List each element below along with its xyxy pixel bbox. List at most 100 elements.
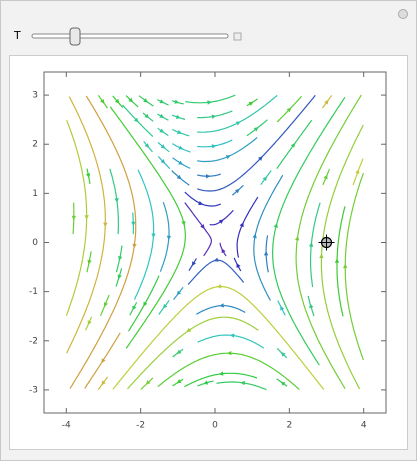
stream-arrow [207, 100, 212, 105]
stream-arrow [160, 159, 166, 164]
stream-arrow [176, 174, 182, 180]
stream-arrow [133, 117, 139, 123]
stream-arrow [334, 258, 340, 263]
stream-arrow [114, 198, 119, 203]
stream-arrow [86, 173, 91, 179]
plot-area [9, 55, 408, 450]
stream-arrow [87, 320, 92, 326]
slider-label: T [13, 29, 21, 42]
stream-arrow [229, 333, 235, 338]
stream-arrow [101, 380, 106, 386]
stream-arrow [178, 160, 184, 165]
x-tick-label: -4 [62, 421, 71, 431]
stream-arrow [84, 215, 89, 220]
stream-arrow [324, 99, 329, 105]
stream-arrow [211, 144, 217, 149]
stream-arrow [87, 259, 92, 265]
stream-arrow [286, 107, 292, 113]
stream-arrow [280, 381, 286, 386]
expand-button[interactable] [233, 32, 242, 41]
x-tick-label: 0 [212, 421, 218, 431]
stream-arrow [205, 174, 211, 179]
stream-arrow [103, 302, 108, 308]
stream-arrow [132, 305, 137, 311]
stream-arrow [176, 349, 182, 354]
x-tick-label: 2 [286, 421, 292, 431]
stream-arrow [252, 233, 257, 239]
stream-arrow [319, 253, 324, 259]
y-tick-label: 1 [32, 189, 38, 199]
stream-arrow [175, 114, 181, 119]
stream-arrow [248, 101, 254, 106]
stream-arrow [240, 380, 245, 386]
stream-arrow [144, 143, 150, 148]
stream-arrow [290, 142, 296, 148]
stream-arrow [225, 155, 231, 160]
stream-arrow [181, 221, 186, 226]
stream-arrow [200, 224, 205, 229]
stream-arrow [213, 257, 219, 262]
stream-arrow [160, 144, 166, 149]
stream-arrow [166, 235, 172, 241]
stream-arrow [211, 114, 217, 119]
stream-arrow [280, 351, 286, 357]
y-tick-label: -3 [29, 385, 38, 395]
stream-arrow [159, 99, 165, 104]
locator[interactable] [318, 234, 335, 251]
stream-arrow [218, 219, 224, 224]
stream-arrow [262, 176, 267, 182]
stream-arrow [235, 188, 240, 194]
y-tick-label: 2 [32, 140, 38, 150]
x-tick-label: -2 [136, 421, 145, 431]
stream-arrow [221, 248, 226, 254]
stream-arrow [101, 358, 106, 364]
stream-arrow [218, 371, 224, 376]
stream-arrow [219, 303, 224, 308]
stream-arrow [118, 256, 123, 261]
slider-thumb[interactable] [69, 27, 81, 46]
stream-arrow [323, 174, 328, 180]
stream-arrow [143, 98, 149, 103]
stream-arrow [163, 303, 168, 309]
stream-arrow [128, 97, 134, 103]
stream-arrow [71, 215, 76, 221]
stream-arrow [114, 98, 120, 104]
y-tick-label: 0 [32, 238, 38, 248]
options-button[interactable] [398, 9, 408, 19]
stream-arrow [308, 242, 314, 247]
stream-arrow [176, 379, 182, 384]
y-tick-label: -1 [29, 287, 38, 297]
stream-arrow [355, 169, 360, 175]
y-tick-label: -2 [29, 336, 38, 346]
stream-arrow [309, 303, 314, 309]
stream-arrow [191, 261, 196, 267]
stream-arrow [295, 235, 300, 241]
stream-arrow [159, 128, 165, 133]
stream-arrow [239, 222, 244, 228]
stream-arrow [258, 156, 263, 161]
stream-arrow [280, 305, 285, 311]
stream-arrow [226, 351, 232, 356]
stream-arrow [253, 127, 259, 132]
stream-arrow [186, 327, 192, 333]
stream-arrow [100, 99, 105, 104]
locator-cross [318, 234, 335, 251]
stream-arrow [132, 243, 137, 249]
stream-arrow [178, 145, 184, 150]
slider-track[interactable] [31, 33, 229, 39]
stream-arrow [117, 274, 122, 280]
x-tick-label: 4 [361, 421, 367, 431]
stream-arrow [198, 201, 204, 206]
stream-arrow [143, 301, 148, 307]
stream-arrow [176, 290, 182, 296]
stream-arrow [144, 113, 150, 119]
stream-arrow [343, 263, 348, 269]
stream-arrow [151, 233, 156, 238]
stream-arrow [145, 380, 151, 385]
stream-arrow [235, 121, 241, 126]
stream-arrow [103, 222, 108, 228]
y-tick-label: 3 [32, 91, 38, 101]
stream-arrow [236, 263, 241, 268]
